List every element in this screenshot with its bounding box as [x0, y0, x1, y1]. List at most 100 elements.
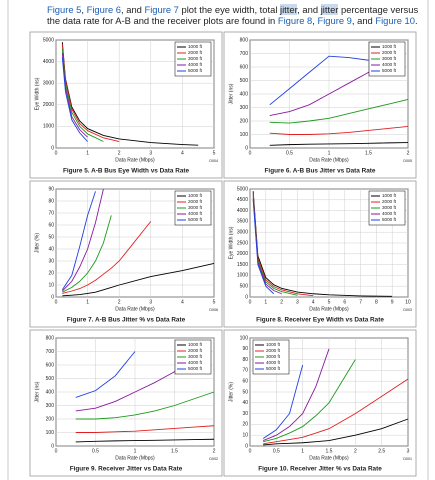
figure-link[interactable]: Figure 10: [375, 15, 415, 26]
x-tick-label: 4: [312, 299, 315, 305]
series-line: [269, 98, 409, 124]
legend-label: 2000 ft: [188, 348, 203, 353]
y-tick-label: 0: [245, 443, 248, 449]
x-tick-label: 1: [328, 150, 331, 156]
x-tick-label: 1: [264, 299, 267, 305]
y-tick-label: 0: [51, 145, 54, 151]
legend-label: 5000 ft: [266, 366, 281, 371]
figure-code: D005: [403, 159, 412, 163]
y-tick-label: 20: [48, 270, 54, 276]
legend-label: 1000 ft: [188, 193, 203, 198]
legend-label: 5000 ft: [382, 68, 397, 73]
figure-link[interactable]: Figure 7: [144, 4, 179, 15]
y-tick-label: 800: [240, 37, 249, 43]
x-tick-label: 0.5: [273, 448, 280, 454]
x-tick-label: 2: [118, 150, 121, 156]
paragraph: Figure 5, Figure 6, and Figure 7 plot th…: [47, 4, 427, 26]
y-tick-label: 800: [46, 335, 55, 341]
legend-label: 4000 ft: [382, 211, 397, 216]
series-line: [62, 215, 112, 293]
text-run: .: [414, 15, 418, 26]
legend-label: 1000 ft: [188, 342, 203, 347]
series-line: [75, 425, 215, 433]
x-axis-label: Data Rate (Mbps): [115, 455, 155, 461]
figure-frame: [29, 31, 223, 179]
x-axis-label: Data Rate (Mbps): [115, 157, 155, 163]
y-tick-label: 60: [48, 222, 54, 228]
figure-frame: [223, 329, 417, 477]
x-tick-label: 2: [280, 299, 283, 305]
x-tick-label: 2.5: [378, 448, 385, 454]
x-tick-label: 2: [213, 448, 216, 454]
legend-label: 3000 ft: [188, 354, 203, 359]
series-line: [62, 221, 152, 294]
legend-label: 2000 ft: [188, 199, 203, 204]
series-line: [269, 61, 389, 117]
series-line: [75, 391, 215, 420]
x-tick-label: 1: [134, 448, 137, 454]
legend-label: 3000 ft: [382, 56, 397, 61]
series-line: [252, 199, 275, 295]
x-axis-label: Data Rate (Mbps): [309, 455, 349, 461]
x-tick-label: 9: [391, 299, 394, 305]
series-line: [252, 191, 393, 297]
series-line: [62, 262, 215, 297]
x-tick-label: 0: [55, 448, 58, 454]
y-tick-label: 4000: [43, 59, 54, 65]
legend-label: 4000 ft: [382, 62, 397, 67]
y-axis-label: Eye Width (ns): [228, 226, 234, 259]
series-line: [61, 191, 96, 291]
series-line: [263, 418, 409, 446]
x-tick-label: 2: [118, 299, 121, 305]
legend-label: 4000 ft: [266, 360, 281, 365]
x-axis-label: Data Rate (Mbps): [309, 157, 349, 163]
y-tick-label: 10: [48, 282, 54, 288]
figure-link[interactable]: Figure 9: [317, 15, 352, 26]
x-tick-label: 0: [55, 150, 58, 156]
x-tick-label: 3: [149, 299, 152, 305]
figure-code: D006: [209, 308, 218, 312]
figure-caption: Figure 6. A-B Bus Jitter vs Data Rate: [265, 168, 376, 175]
figure-link[interactable]: Figure 5: [47, 4, 82, 15]
x-axis-label: Data Rate (Mbps): [309, 306, 349, 312]
figure-link[interactable]: Figure 6: [86, 4, 122, 15]
y-tick-label: 0: [245, 145, 248, 151]
y-tick-label: 40: [48, 246, 54, 252]
y-axis-label: Jitter (%): [228, 382, 234, 402]
figure-frame: [223, 180, 417, 328]
x-tick-label: 0: [249, 299, 252, 305]
y-tick-label: 4000: [237, 208, 248, 214]
text-run: plot the eye width, total: [178, 4, 281, 15]
x-tick-label: 0: [249, 150, 252, 156]
series-line: [75, 438, 215, 443]
y-tick-label: 1500: [237, 262, 248, 268]
y-tick-label: 0: [51, 443, 54, 449]
figure-code: D003: [403, 308, 412, 312]
y-tick-label: 400: [46, 389, 55, 395]
legend-label: 2000 ft: [266, 348, 281, 353]
y-tick-label: 10: [242, 433, 248, 439]
x-tick-label: 5: [328, 299, 331, 305]
y-tick-label: 2000: [43, 102, 54, 108]
y-tick-label: 1000: [237, 273, 248, 279]
figure-caption: Figure 5. A-B Bus Eye Width vs Data Rate: [63, 168, 190, 175]
y-tick-label: 400: [240, 91, 249, 97]
y-tick-label: 90: [242, 346, 248, 352]
y-axis-label: Jitter (%): [34, 233, 40, 253]
legend-label: 4000 ft: [188, 62, 203, 67]
y-tick-label: 90: [48, 186, 54, 192]
figure-frame: [223, 31, 417, 179]
series-line: [75, 359, 195, 412]
y-tick-label: 80: [242, 357, 248, 363]
figure-link[interactable]: Figure 8: [277, 15, 313, 26]
x-tick-label: 10: [405, 299, 411, 305]
y-tick-label: 500: [46, 376, 55, 382]
x-tick-label: 2: [407, 150, 410, 156]
legend-label: 2000 ft: [382, 50, 397, 55]
x-tick-label: 8: [375, 299, 378, 305]
y-tick-label: 0: [245, 294, 248, 300]
legend-label: 2000 ft: [188, 50, 203, 55]
legend-label: 4000 ft: [188, 211, 203, 216]
legend-label: 2000 ft: [382, 199, 397, 204]
figure-frame: [29, 180, 223, 328]
